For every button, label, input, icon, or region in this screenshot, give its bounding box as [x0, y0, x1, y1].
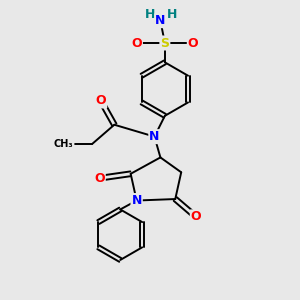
Text: S: S: [160, 37, 169, 50]
Text: CH₃: CH₃: [54, 139, 74, 149]
Text: O: O: [191, 210, 201, 224]
Text: O: O: [94, 172, 105, 185]
Text: O: O: [131, 37, 142, 50]
Text: H: H: [167, 8, 178, 21]
Text: H: H: [145, 8, 155, 21]
Text: N: N: [131, 194, 142, 207]
Text: O: O: [96, 94, 106, 107]
Text: N: N: [155, 14, 166, 27]
Text: O: O: [188, 37, 198, 50]
Text: N: N: [149, 130, 160, 143]
